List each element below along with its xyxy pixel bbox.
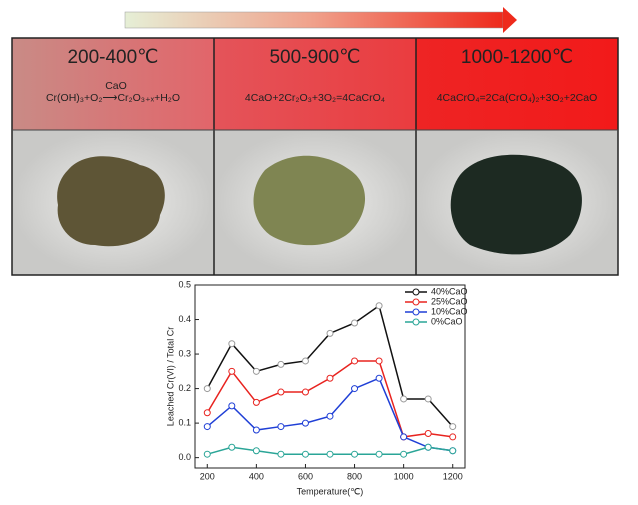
y-tick-label: 0.5 [178, 279, 191, 289]
data-point [229, 341, 235, 347]
x-tick-label: 400 [249, 471, 264, 481]
data-point [302, 451, 308, 457]
data-point [253, 399, 259, 405]
data-point [401, 396, 407, 402]
figure: 200-400℃ Cr(OH)₃+O₂⟶Cr₂O₃₊ₓ+H₂OCaO 500-900… [0, 0, 638, 500]
data-point [425, 396, 431, 402]
y-axis-title: Leached Cr(VI) / Total Cr [165, 327, 175, 426]
data-point [278, 389, 284, 395]
y-tick-label: 0.0 [178, 452, 191, 462]
data-point [278, 424, 284, 430]
gradient-arrow [125, 7, 517, 33]
y-tick-label: 0.4 [178, 314, 191, 324]
data-point [302, 358, 308, 364]
data-point [376, 303, 382, 309]
x-tick-label: 1200 [443, 471, 463, 481]
panel-header: 1000-1200℃ 4CaCrO₄=2Ca(CrO₄)₂+3O₂+2CaO [416, 38, 618, 130]
data-point [229, 403, 235, 409]
data-point [204, 410, 210, 416]
y-tick-label: 0.1 [178, 417, 191, 427]
data-point [302, 420, 308, 426]
data-point [327, 451, 333, 457]
x-tick-label: 600 [298, 471, 313, 481]
data-point [352, 358, 358, 364]
y-tick-label: 0.2 [178, 383, 191, 393]
y-tick-label: 0.3 [178, 348, 191, 358]
data-point [302, 389, 308, 395]
data-point [450, 424, 456, 430]
x-tick-label: 800 [347, 471, 362, 481]
data-point [253, 368, 259, 374]
data-point [327, 330, 333, 336]
panel-header: 500-900℃ 4CaO+2Cr₂O₃+3O₂=4CaCrO₄ [214, 38, 416, 130]
legend-label: 0%CaO [431, 316, 463, 326]
data-point [278, 451, 284, 457]
data-point [204, 451, 210, 457]
temperature-range: 500-900℃ [269, 47, 360, 68]
data-point [204, 386, 210, 392]
data-point [278, 361, 284, 367]
data-point [327, 413, 333, 419]
data-point [352, 451, 358, 457]
powder-sample [254, 156, 366, 245]
x-tick-label: 1000 [394, 471, 414, 481]
data-point [352, 386, 358, 392]
data-point [352, 320, 358, 326]
legend-marker [413, 289, 419, 295]
data-point [327, 375, 333, 381]
x-tick-label: 200 [200, 471, 215, 481]
legend-marker [413, 309, 419, 315]
data-point [425, 444, 431, 450]
data-point [450, 434, 456, 440]
x-axis-title: Temperature(℃) [297, 486, 364, 496]
data-point [401, 451, 407, 457]
reaction: Cr(OH)₃+O₂⟶Cr₂O₃₊ₓ+H₂O [46, 92, 180, 104]
data-point [376, 451, 382, 457]
data-point [229, 444, 235, 450]
data-point [253, 448, 259, 454]
reaction-condition: CaO [105, 80, 127, 92]
data-point [376, 375, 382, 381]
legend-marker [413, 319, 419, 325]
data-point [401, 434, 407, 440]
temperature-range: 200-400℃ [67, 47, 158, 68]
data-point [450, 448, 456, 454]
legend-label: 25%CaO [431, 296, 468, 306]
data-point [229, 368, 235, 374]
data-point [204, 424, 210, 430]
reaction: 4CaO+2Cr₂O₃+3O₂=4CaCrO₄ [245, 92, 385, 104]
temperature-range: 1000-1200℃ [461, 47, 573, 68]
data-point [253, 427, 259, 433]
data-point [376, 358, 382, 364]
data-point [425, 430, 431, 436]
reaction: 4CaCrO₄=2Ca(CrO₄)₂+3O₂+2CaO [437, 92, 598, 104]
legend-label: 40%CaO [431, 286, 468, 296]
legend-label: 10%CaO [431, 306, 468, 316]
legend-marker [413, 299, 419, 305]
powder-sample [451, 155, 582, 255]
powder-sample [57, 156, 165, 246]
